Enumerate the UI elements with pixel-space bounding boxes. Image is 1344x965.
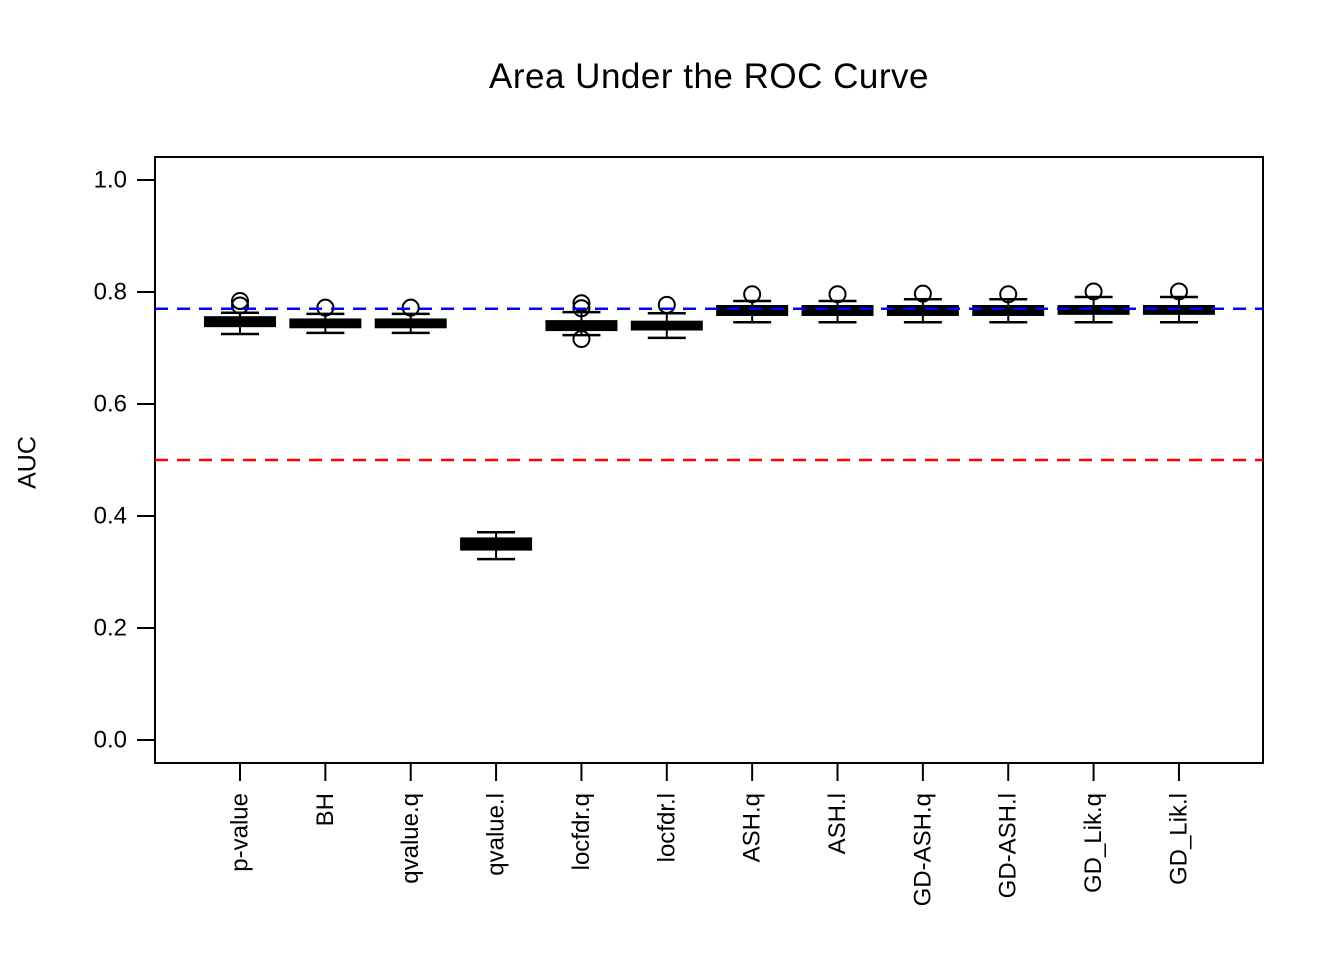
x-tick-label: GD_Lik.q <box>1080 793 1107 893</box>
outlier-point <box>231 291 249 310</box>
x-tick-label: qvalue.l <box>483 793 510 876</box>
outlier-point <box>828 285 847 304</box>
x-tick-label: locfdr.q <box>568 793 595 870</box>
boxplot-p-value <box>204 291 276 336</box>
boxplot-qvalue.l <box>460 530 533 561</box>
x-tick-label: qvalue.q <box>397 793 424 884</box>
boxplot-locfdr.l <box>630 295 703 340</box>
y-tick-label: 0.8 <box>94 279 127 306</box>
outlier-point <box>999 285 1018 304</box>
boxplot-ASH.l <box>801 285 874 324</box>
x-tick-label: GD-ASH.q <box>909 793 936 906</box>
outlier-point <box>743 285 762 304</box>
boxplot-GD_Lik.q <box>1057 282 1130 324</box>
x-tick-label: GD-ASH.l <box>995 793 1022 898</box>
x-tick-label: BH <box>312 793 339 826</box>
x-axis: p-value BH qvalue.q qvalue.l locfdr.q locfdr.… <box>227 763 1192 906</box>
y-tick-label: 0.4 <box>94 503 127 530</box>
outlier-point <box>231 296 249 315</box>
y-tick-label: 0.6 <box>94 391 127 418</box>
boxplot-GD_Lik.l <box>1142 282 1215 324</box>
outlier-point <box>1169 282 1188 301</box>
y-axis: 0.0 0.2 0.4 0.6 0.8 1.0 <box>94 167 155 754</box>
outlier-point <box>913 284 932 303</box>
boxplot-qvalue.q <box>374 298 447 335</box>
outlier-point <box>1084 282 1103 301</box>
x-tick-label: GD_Lik.l <box>1165 793 1192 885</box>
x-tick-label: locfdr.l <box>653 793 680 862</box>
y-axis-title: AUC <box>13 436 42 489</box>
outlier-point <box>572 294 591 313</box>
boxplot-locfdr.q <box>545 294 618 349</box>
y-tick-label: 0.2 <box>94 615 127 642</box>
boxplot-GD-ASH.q <box>886 284 959 324</box>
boxplot-ASH.q <box>716 285 789 324</box>
x-tick-label: ASH.l <box>824 793 851 854</box>
x-tick-label: ASH.q <box>739 793 766 862</box>
chart-title: Area Under the ROC Curve <box>489 57 929 96</box>
outlier-point <box>572 330 591 349</box>
boxplot-GD-ASH.l <box>972 285 1045 324</box>
x-tick-label: p-value <box>227 793 254 872</box>
y-tick-label: 0.0 <box>94 727 127 754</box>
outlier-point <box>657 295 676 314</box>
y-tick-label: 1.0 <box>94 167 127 194</box>
boxplot-BH <box>289 298 362 335</box>
